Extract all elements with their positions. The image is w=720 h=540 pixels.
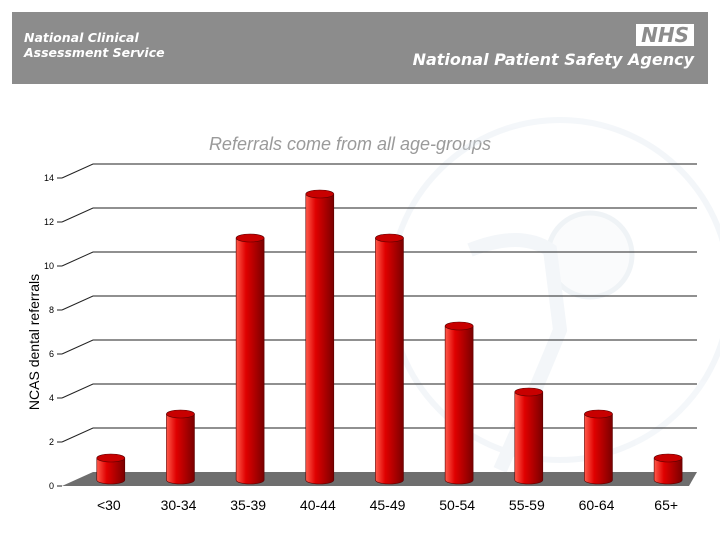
bar xyxy=(166,409,195,485)
bar-body xyxy=(166,413,195,485)
bar-top xyxy=(514,387,544,397)
y-tick-label: 14 xyxy=(44,173,54,183)
bar xyxy=(584,409,613,485)
x-tick-label: 55-59 xyxy=(509,497,545,513)
gridline xyxy=(61,383,697,399)
bar-top xyxy=(166,409,195,419)
ncas-logo: National Clinical Assessment Service xyxy=(24,30,165,60)
x-tick-label: 65+ xyxy=(654,497,678,513)
bar xyxy=(96,453,126,485)
x-tick-label: 40-44 xyxy=(300,497,336,513)
y-tick-label: 0 xyxy=(49,481,54,491)
stethoscope-watermark xyxy=(387,117,720,473)
bar-body xyxy=(444,325,474,485)
gridline xyxy=(61,427,697,443)
header-banner: National Clinical Assessment Service NHS… xyxy=(12,12,708,84)
bar-top xyxy=(653,453,683,463)
y-axis-label: NCAS dental referrals xyxy=(26,274,42,410)
ncas-logo-line2: Assessment Service xyxy=(24,45,165,60)
y-tick-label: 10 xyxy=(44,261,54,271)
bar-top xyxy=(235,233,265,243)
x-tick-label: 30-34 xyxy=(161,497,197,513)
x-tick-label: 45-49 xyxy=(370,497,406,513)
x-tick-label: 60-64 xyxy=(579,497,615,513)
bar xyxy=(653,453,683,485)
bar xyxy=(444,321,474,485)
y-tick-label: 12 xyxy=(44,217,54,227)
bar-body xyxy=(235,237,265,485)
x-tick-label: 35-39 xyxy=(230,497,266,513)
bar-body xyxy=(653,457,683,485)
bar-top xyxy=(96,453,126,463)
gridline xyxy=(61,295,697,311)
y-tick-label: 2 xyxy=(49,437,54,447)
ncas-logo-line1: National Clinical xyxy=(24,30,139,45)
bar xyxy=(305,189,335,485)
bar-body xyxy=(375,237,404,485)
bar-body xyxy=(584,413,613,485)
bar-body xyxy=(96,457,126,485)
bar-top xyxy=(375,233,404,243)
y-tick-label: 6 xyxy=(49,349,54,359)
y-tick-label: 8 xyxy=(49,305,54,315)
npsa-title: National Patient Safety Agency xyxy=(412,50,694,69)
bar-body xyxy=(305,193,335,485)
bar xyxy=(375,233,404,485)
gridline xyxy=(61,207,697,223)
bar xyxy=(235,233,265,485)
bar-top xyxy=(305,189,335,199)
gridline xyxy=(61,163,697,179)
y-tick-label: 4 xyxy=(49,393,54,403)
x-tick-label: <30 xyxy=(97,497,121,513)
gridline xyxy=(61,339,697,355)
bar-top xyxy=(444,321,474,331)
chart-title: Referrals come from all age-groups xyxy=(208,134,492,154)
x-tick-label: 50-54 xyxy=(439,497,475,513)
bar-body xyxy=(514,391,544,485)
nhs-logo: NHS xyxy=(636,24,694,46)
bar xyxy=(514,387,544,485)
gridline xyxy=(61,251,697,267)
bar-top xyxy=(584,409,613,419)
